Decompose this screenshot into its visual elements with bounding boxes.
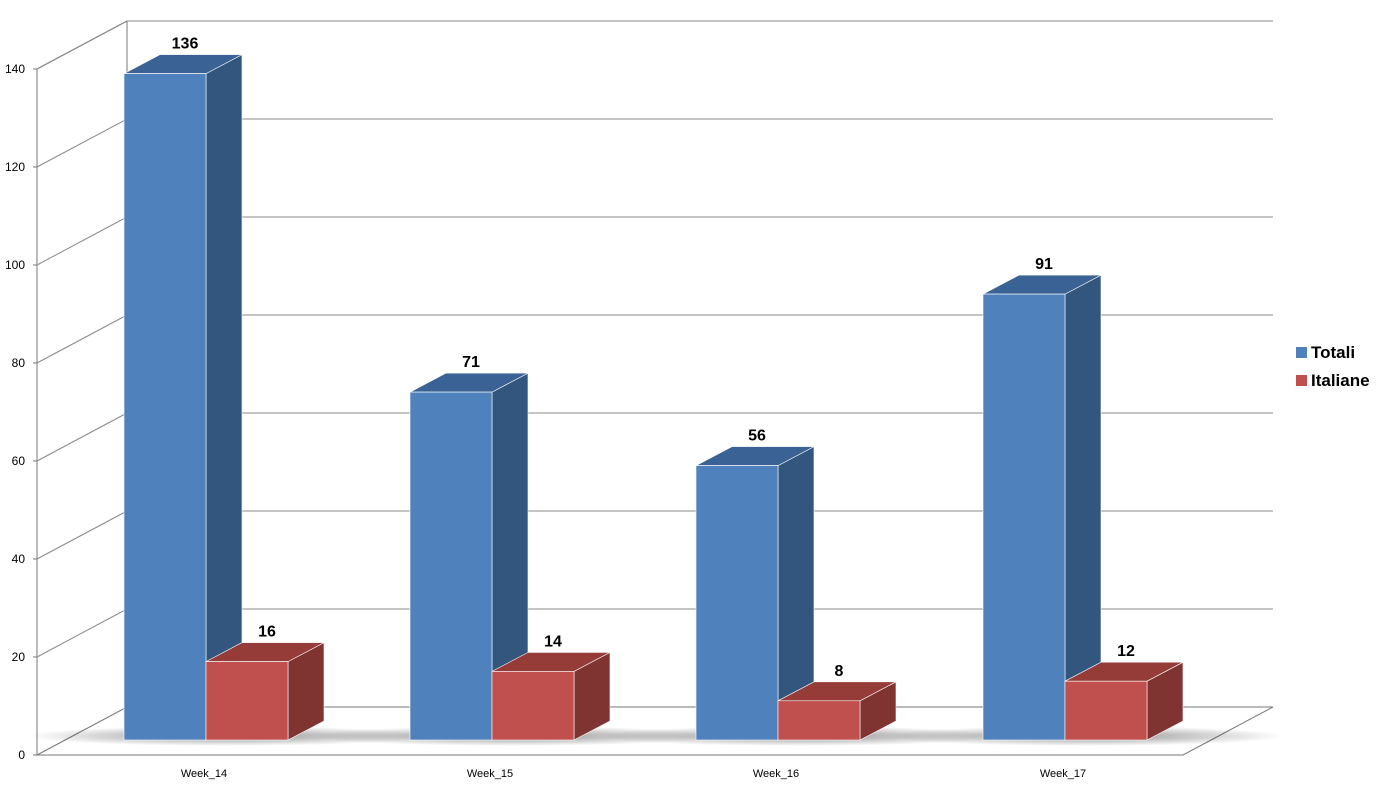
side-gridline <box>36 608 128 658</box>
bar-totali-week_17: 91 <box>982 256 1102 741</box>
side-gridline <box>36 412 128 462</box>
bar-side <box>205 54 243 741</box>
bar-totali-week_15: 71 <box>409 354 529 741</box>
data-label: 8 <box>835 663 844 680</box>
bar-italiane-week_14: 16 <box>205 624 325 741</box>
y-tick-label: 100 <box>5 258 25 272</box>
bar-totali-week_16: 56 <box>695 428 815 741</box>
x-category-label: Week_14 <box>181 768 227 780</box>
side-gridline <box>36 216 128 266</box>
y-tick-label: 60 <box>12 454 26 468</box>
bar-front <box>123 73 207 741</box>
legend-swatch <box>1296 375 1307 386</box>
bar-italiane-week_17: 12 <box>1064 643 1184 741</box>
bars: 136 16 71 14 56 8 91 12 <box>123 36 1184 741</box>
bar-front <box>409 391 493 741</box>
y-tick-label: 40 <box>12 552 26 566</box>
data-label: 56 <box>748 428 766 445</box>
data-label: 71 <box>462 354 480 371</box>
x-category-label: Week_15 <box>467 768 513 780</box>
legend: Totali Italiane <box>1296 343 1370 390</box>
bar-front <box>491 671 575 741</box>
legend-label: Italiane <box>1311 371 1370 390</box>
legend-label: Totali <box>1311 343 1355 362</box>
floor <box>36 706 1274 756</box>
bar-front <box>982 293 1066 741</box>
side-gridline <box>36 510 128 560</box>
x-category-label: Week_17 <box>1040 768 1086 780</box>
data-label: 91 <box>1035 256 1053 273</box>
side-gridline <box>36 20 128 70</box>
y-axis-tick-labels: 0 20 40 60 80 100 120 140 <box>5 62 37 762</box>
x-axis-category-labels: Week_14 Week_15 Week_16 Week_17 <box>181 768 1086 780</box>
data-label: 14 <box>544 633 562 650</box>
y-tick-label: 120 <box>5 160 25 174</box>
legend-swatch <box>1296 347 1307 358</box>
side-gridline <box>36 314 128 364</box>
bar-totali-week_14: 136 <box>123 36 243 741</box>
bar-italiane-week_16: 8 <box>777 663 897 741</box>
y-tick-label: 80 <box>12 356 26 370</box>
y-tick-label: 0 <box>18 748 25 762</box>
x-category-label: Week_16 <box>753 768 799 780</box>
data-label: 16 <box>258 624 276 641</box>
bar-italiane-week_15: 14 <box>491 633 611 741</box>
y-tick-label: 20 <box>12 650 26 664</box>
legend-item-totali: Totali <box>1296 343 1355 362</box>
bar-front <box>205 661 289 741</box>
bar-front <box>695 465 779 741</box>
bar-front <box>777 700 861 741</box>
bar-front <box>1064 680 1148 741</box>
data-label: 136 <box>172 36 199 53</box>
y-tick-label: 140 <box>5 62 25 76</box>
data-label: 12 <box>1117 643 1135 660</box>
legend-item-italiane: Italiane <box>1296 371 1370 390</box>
side-gridline <box>36 118 128 168</box>
